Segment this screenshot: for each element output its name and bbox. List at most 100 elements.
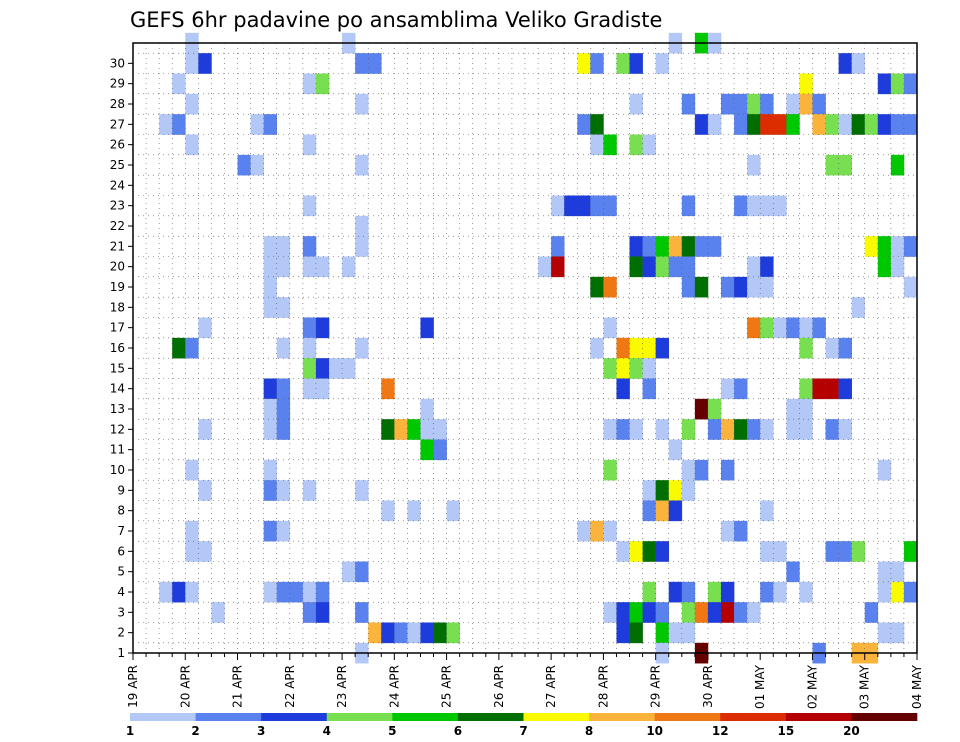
- heatmap-cell: [760, 93, 774, 115]
- y-tick-label: 14: [110, 382, 125, 396]
- y-tick-label: 22: [110, 219, 125, 233]
- colorbar-label: 7: [519, 724, 527, 738]
- heatmap-cell: [681, 93, 696, 115]
- heatmap-cell: [302, 317, 317, 339]
- heatmap-cell: [577, 520, 591, 542]
- heatmap-cell: [721, 459, 735, 481]
- heatmap-cell: [721, 93, 735, 115]
- heatmap-cell: [315, 256, 330, 278]
- heatmap-cell: [681, 602, 696, 623]
- heatmap-cell: [302, 134, 317, 156]
- heatmap-cell: [786, 317, 800, 339]
- y-tick-label: 5: [117, 565, 125, 579]
- heatmap-cell: [381, 378, 395, 400]
- heatmap-cell: [890, 256, 905, 278]
- heatmap-cell: [629, 53, 643, 74]
- heatmap-cell: [838, 337, 852, 359]
- heatmap-cell: [799, 581, 813, 603]
- heatmap-cell: [603, 276, 617, 298]
- heatmap-cell: [276, 581, 291, 603]
- heatmap-cell: [864, 602, 879, 623]
- heatmap-cell: [276, 337, 291, 359]
- x-tick-label: 20 APR: [178, 665, 192, 708]
- heatmap-cell: [903, 73, 918, 95]
- y-tick-label: 15: [110, 361, 125, 375]
- colorbar-swatch: [851, 713, 918, 721]
- heatmap-cell: [760, 276, 774, 298]
- heatmap-cell: [734, 378, 748, 400]
- heatmap-cell: [603, 520, 617, 542]
- heatmap-cell: [172, 114, 186, 135]
- colorbar-label: 10: [646, 724, 663, 738]
- heatmap-cell: [263, 276, 278, 298]
- heatmap-cell: [355, 215, 369, 237]
- heatmap-cell: [747, 256, 761, 278]
- heatmap-cell: [172, 73, 186, 95]
- heatmap-cell: [655, 236, 670, 257]
- heatmap-cell: [551, 236, 565, 257]
- heatmap-cell: [838, 378, 852, 400]
- heatmap-cell: [302, 378, 317, 400]
- y-tick-label: 29: [110, 77, 125, 91]
- y-tick-label: 1: [117, 646, 125, 660]
- heatmap-cell: [590, 276, 604, 298]
- heatmap-cell: [263, 297, 278, 318]
- heatmap-cell: [760, 256, 774, 278]
- heatmap-cell: [851, 53, 866, 74]
- heatmap-cell: [276, 480, 291, 501]
- y-tick-label: 12: [110, 422, 125, 436]
- heatmap-cell: [629, 541, 643, 562]
- heatmap-cell: [799, 398, 813, 420]
- heatmap-cell: [681, 419, 696, 440]
- colorbar-label: 1: [126, 724, 134, 738]
- heatmap-cell: [642, 358, 656, 379]
- heatmap-cell: [903, 276, 918, 298]
- y-tick-label: 11: [110, 443, 125, 457]
- heatmap-cell: [302, 480, 317, 501]
- heatmap-cell: [890, 154, 905, 176]
- heatmap-cell: [668, 236, 683, 257]
- heatmap-cell: [642, 500, 656, 522]
- heatmap-cell: [577, 195, 591, 217]
- heatmap-cell: [799, 93, 813, 115]
- y-tick-label: 9: [117, 483, 125, 497]
- heatmap-cell: [890, 236, 905, 257]
- heatmap-cell: [263, 236, 278, 257]
- heatmap-cell: [747, 195, 761, 217]
- heatmap-cell: [198, 317, 212, 339]
- heatmap-cell: [825, 337, 839, 359]
- heatmap-cell: [342, 256, 356, 278]
- colorbar-swatch: [523, 713, 590, 721]
- heatmap-cell: [342, 561, 356, 583]
- heatmap-cell: [681, 276, 696, 298]
- colorbar-label: 5: [388, 724, 396, 738]
- heatmap-cell: [877, 459, 892, 481]
- heatmap-cell: [668, 500, 683, 522]
- heatmap-cell: [773, 317, 787, 339]
- heatmap-cell: [616, 378, 630, 400]
- heatmap-cell: [864, 114, 879, 135]
- heatmap-cell: [721, 276, 735, 298]
- heatmap-cell: [185, 520, 199, 542]
- heatmap-cell: [407, 419, 421, 440]
- x-tick-label: 22 APR: [283, 665, 297, 708]
- heatmap-cell: [276, 419, 291, 440]
- x-tick-label: 21 APR: [231, 665, 245, 708]
- heatmap-cell: [734, 520, 748, 542]
- heatmap-cell: [629, 134, 643, 156]
- heatmap-cell: [760, 541, 774, 562]
- heatmap-cell: [747, 93, 761, 115]
- heatmap-cell: [734, 195, 748, 217]
- y-tick-label: 24: [110, 178, 125, 192]
- heatmap-cell: [551, 195, 565, 217]
- heatmap-cell: [629, 358, 643, 379]
- heatmap-cell: [394, 419, 408, 440]
- y-axis-ticks: 1234567891011121314151617181920212223242…: [110, 56, 133, 660]
- heatmap-cell: [825, 154, 839, 176]
- heatmap-cell: [877, 561, 892, 583]
- heatmap-cell: [668, 622, 683, 644]
- heatmap-cell: [655, 602, 670, 623]
- heatmap-cell: [812, 114, 826, 135]
- heatmap-cell: [577, 53, 591, 74]
- heatmap-cell: [734, 602, 748, 623]
